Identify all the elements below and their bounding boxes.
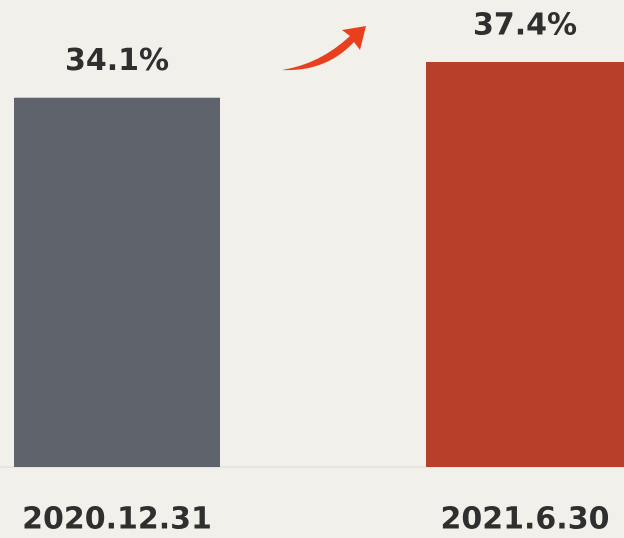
value-label: 37.4% (473, 8, 577, 43)
trend-arrow (282, 26, 366, 71)
x-tick-label: 2020.12.31 (22, 502, 212, 537)
value-label: 34.1% (65, 43, 169, 78)
x-tick-label: 2021.6.30 (441, 502, 610, 537)
bar (426, 62, 624, 467)
bar (14, 97, 220, 467)
